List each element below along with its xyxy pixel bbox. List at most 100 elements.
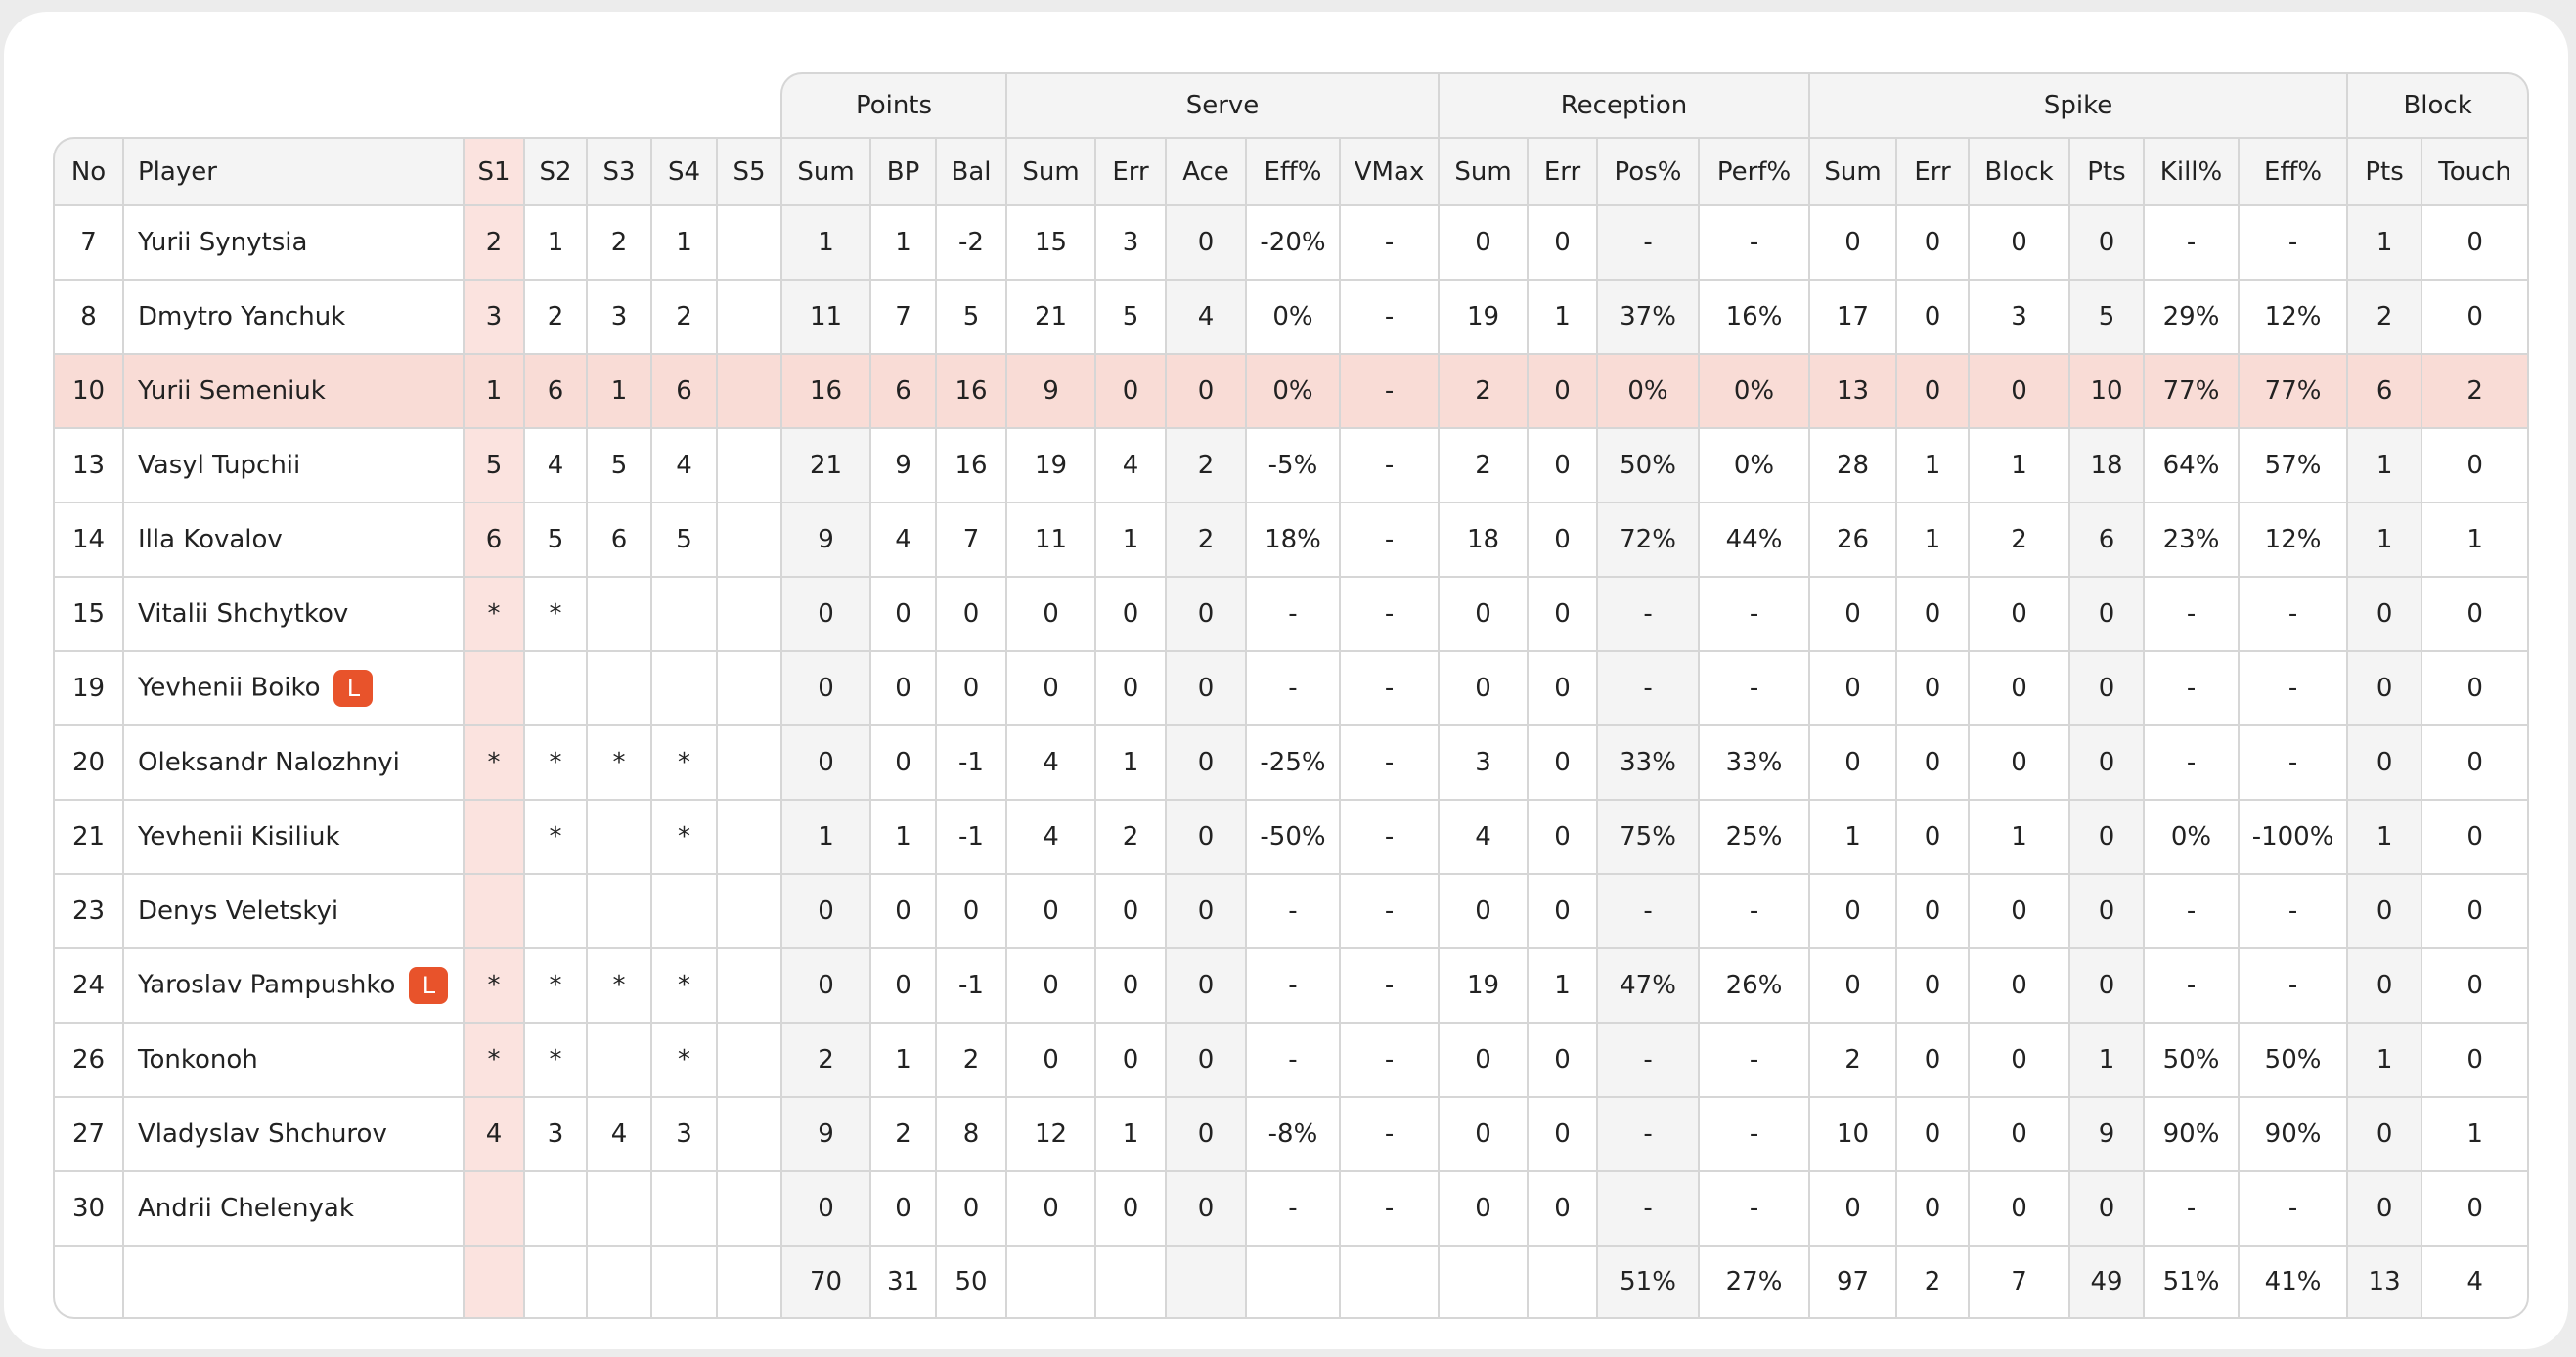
cell-value: 1 xyxy=(610,376,628,406)
cell-value: 0% xyxy=(1272,376,1313,406)
cell: 0 xyxy=(1094,947,1165,1022)
cell xyxy=(716,724,780,799)
cell-value: - xyxy=(1384,1045,1395,1074)
cell-value: 0 xyxy=(2011,971,2027,1000)
total-value: 51% xyxy=(2162,1267,2220,1296)
cell-value: 0 xyxy=(1844,971,1861,1000)
cell: 1 xyxy=(1094,502,1165,576)
cell: 0 xyxy=(2421,799,2530,873)
cell xyxy=(716,947,780,1022)
cell-value: 1 xyxy=(1122,1119,1139,1149)
cell: 1 xyxy=(2346,799,2421,873)
total-cell xyxy=(523,1245,586,1319)
cell-value: 0 xyxy=(2011,897,2027,926)
cell: 4 xyxy=(1094,427,1165,502)
cell: 0 xyxy=(2068,576,2144,650)
cell: - xyxy=(2143,204,2239,279)
cell-value: 6 xyxy=(485,525,503,554)
cell: Dmytro Yanchuk xyxy=(122,279,463,353)
cell: * xyxy=(463,947,523,1022)
cell: 0 xyxy=(1165,204,1245,279)
cell: 10 xyxy=(2068,353,2144,427)
cell: 47% xyxy=(1596,947,1699,1022)
cell-value: - xyxy=(1749,1194,1759,1223)
cell: * xyxy=(463,1022,523,1096)
cell: 4 xyxy=(650,427,716,502)
cell-value: 0 xyxy=(818,748,834,777)
cell: - xyxy=(1339,204,1439,279)
cell: 2 xyxy=(935,1022,1005,1096)
cell: 0 xyxy=(1005,1170,1094,1245)
cell-value: 0% xyxy=(2170,822,2212,852)
cell: 0 xyxy=(869,873,935,947)
stats-table: Points Serve Reception Spike Block No Player S1… xyxy=(53,72,2530,1319)
cell-value: 0 xyxy=(1197,897,1215,926)
cell: - xyxy=(1596,650,1699,724)
cell: 9 xyxy=(1005,353,1094,427)
column-header: No xyxy=(53,137,122,204)
cell-value: 10 xyxy=(2090,376,2123,406)
cell xyxy=(716,799,780,873)
cell-value: 0 xyxy=(2466,1194,2483,1223)
cell: 0 xyxy=(869,576,935,650)
cell-value: 1 xyxy=(2376,451,2393,480)
player-name: Yurii Semeniuk xyxy=(138,376,326,406)
cell: - xyxy=(1339,650,1439,724)
cell: 1 xyxy=(523,204,586,279)
cell-value: 14 xyxy=(71,525,106,554)
cell-value: 4 xyxy=(485,1119,503,1149)
cell-value: 90% xyxy=(2162,1119,2220,1149)
cell-value: - xyxy=(2287,748,2298,777)
cell-value: 0 xyxy=(1554,1045,1571,1074)
cell-value: 0 xyxy=(962,599,980,629)
cell-value: -1 xyxy=(958,822,984,852)
column-title: Player xyxy=(138,156,217,187)
cell: - xyxy=(2143,724,2239,799)
cell-value: 0 xyxy=(1924,748,1941,777)
cell-value: 1 xyxy=(818,822,834,852)
cell: 1 xyxy=(1094,724,1165,799)
cell-value: - xyxy=(1643,674,1653,703)
cell-value: 0 xyxy=(2466,1045,2483,1074)
cell-value: 6 xyxy=(610,525,628,554)
total-value: 50 xyxy=(955,1267,988,1296)
totals-row: 70 31 50 51% 27% 97 2 7 49 51% 41% 13 4 xyxy=(53,1245,2530,1319)
cell-value: 0 xyxy=(1924,302,1941,331)
cell: -1 xyxy=(935,947,1005,1022)
cell: 11 xyxy=(780,279,869,353)
cell: 0 xyxy=(935,650,1005,724)
column-header: Sum xyxy=(780,137,869,204)
cell-value: -2 xyxy=(958,228,984,257)
cell: 1 xyxy=(586,353,650,427)
card: Points Serve Reception Spike Block No Player S1… xyxy=(4,12,2568,1349)
cell-value: - xyxy=(1384,525,1395,554)
cell: 12 xyxy=(1005,1096,1094,1170)
cell-value: 0 xyxy=(895,674,911,703)
cell-value: 0 xyxy=(1197,1194,1215,1223)
cell-value: 28 xyxy=(1836,451,1870,480)
cell: 7 xyxy=(935,502,1005,576)
cell: 0 xyxy=(2068,947,2144,1022)
cell: 3 xyxy=(650,1096,716,1170)
cell-value: 0 xyxy=(895,1194,911,1223)
cell: 2 xyxy=(586,204,650,279)
cell-value: 0 xyxy=(2098,674,2115,703)
cell xyxy=(716,1022,780,1096)
column-header: Eff% xyxy=(1245,137,1339,204)
cell-value: * xyxy=(549,971,562,1000)
cell: 0 xyxy=(1165,353,1245,427)
column-header: Ace xyxy=(1165,137,1245,204)
cell-value: 1 xyxy=(1122,748,1139,777)
cell: 0 xyxy=(780,947,869,1022)
cell: 33% xyxy=(1596,724,1699,799)
cell-value: 0 xyxy=(1197,599,1215,629)
cell-value: 0 xyxy=(2466,451,2483,480)
cell: 0 xyxy=(1968,204,2069,279)
cell: 4 xyxy=(463,1096,523,1170)
cell-value: 0 xyxy=(1197,376,1215,406)
cell-value: 0 xyxy=(1043,674,1059,703)
cell: 0 xyxy=(1527,576,1597,650)
cell-value: 2 xyxy=(1844,1045,1861,1074)
cell: 0 xyxy=(1895,353,1969,427)
cell: 4 xyxy=(1005,724,1094,799)
